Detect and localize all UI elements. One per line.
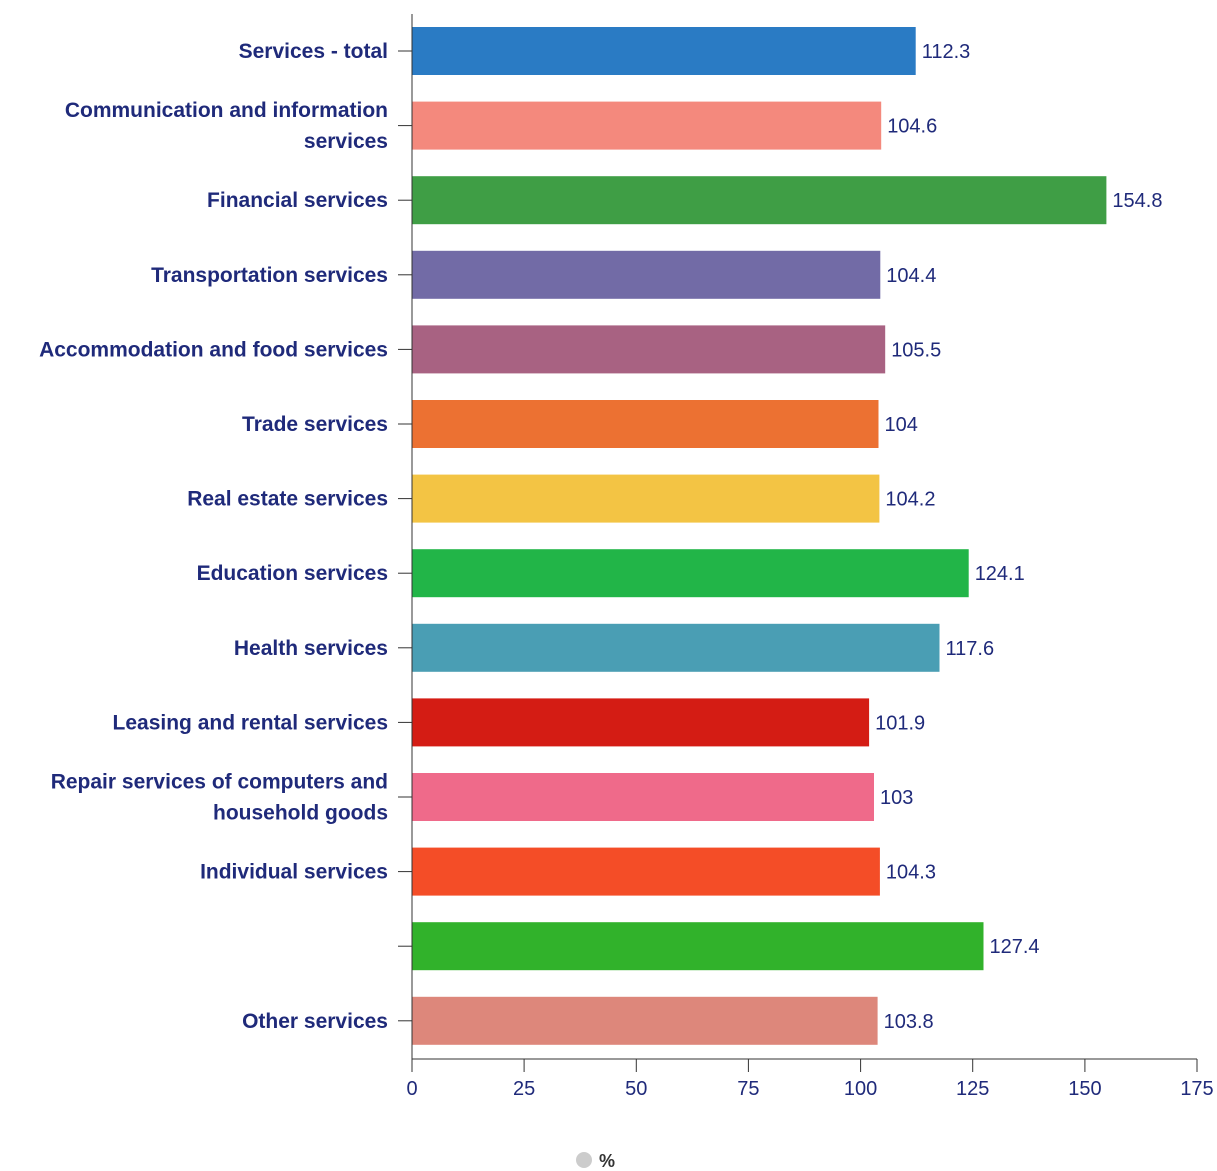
- value-label-1: 104.6: [887, 116, 937, 138]
- x-tick-label-6: 150: [1068, 1078, 1101, 1100]
- bars-group: 112.3 104.6 154.8 104.4 105.5 104 104.2 124.1 11…: [412, 27, 1162, 1045]
- category-label-line: Trade services: [242, 413, 388, 436]
- category-label-line: Repair services of computers and: [51, 771, 388, 794]
- bar-7[interactable]: [412, 549, 969, 598]
- category-label-line: Financial services: [207, 189, 388, 212]
- legend[interactable]: %: [576, 1151, 615, 1171]
- x-tick-label-7: 175: [1180, 1078, 1213, 1100]
- value-label-4: 105.5: [891, 339, 941, 361]
- category-label-line: Services - total: [239, 40, 388, 63]
- legend-marker: [576, 1152, 592, 1168]
- bar-13[interactable]: [412, 996, 878, 1045]
- bar-3[interactable]: [412, 250, 881, 299]
- category-label-line: Accommodation and food services: [39, 338, 388, 361]
- bar-4[interactable]: [412, 325, 886, 374]
- category-label-line: household goods: [213, 802, 388, 825]
- x-tick-label-3: 75: [737, 1078, 759, 1100]
- category-label-line: Real estate services: [187, 488, 388, 511]
- category-label-0: Services - total: [239, 40, 388, 63]
- category-label-line: services: [304, 130, 388, 153]
- category-label-3: Transportation services: [151, 264, 388, 287]
- category-label-line: Transportation services: [151, 264, 388, 287]
- value-label-5: 104: [885, 414, 918, 436]
- category-label-7: Education services: [197, 562, 388, 585]
- x-tick-label-4: 100: [844, 1078, 877, 1100]
- category-label-9: Leasing and rental services: [113, 711, 388, 734]
- value-label-9: 101.9: [875, 712, 925, 734]
- category-label-line: Leasing and rental services: [113, 711, 388, 734]
- category-label-1: Communication and information services: [65, 99, 388, 153]
- category-label-line: Other services: [242, 1010, 388, 1033]
- bar-11[interactable]: [412, 847, 880, 896]
- bar-12[interactable]: [412, 922, 984, 971]
- value-label-13: 103.8: [884, 1011, 934, 1033]
- value-label-12: 127.4: [990, 936, 1040, 958]
- x-tick-label-0: 0: [406, 1078, 417, 1100]
- value-label-7: 124.1: [975, 563, 1025, 585]
- category-label-13: Other services: [242, 1010, 388, 1033]
- bar-1[interactable]: [412, 101, 882, 150]
- legend-label-percent: %: [599, 1151, 615, 1171]
- value-label-0: 112.3: [922, 41, 971, 63]
- value-label-11: 104.3: [886, 862, 936, 884]
- value-label-10: 103: [880, 787, 913, 809]
- x-axis: 0 25 50 75 100 125 150 175: [406, 1058, 1214, 1100]
- value-label-2: 154.8: [1112, 190, 1162, 212]
- bar-0[interactable]: [412, 27, 916, 75]
- category-label-4: Accommodation and food services: [39, 338, 388, 361]
- category-label-6: Real estate services: [187, 488, 388, 511]
- category-label-8: Health services: [234, 637, 388, 660]
- bar-10[interactable]: [412, 773, 874, 821]
- value-label-3: 104.4: [886, 265, 936, 287]
- value-label-6: 104.2: [885, 489, 935, 511]
- y-axis: Services - total Communication and inform…: [39, 14, 413, 1059]
- category-label-line: Communication and information: [65, 99, 388, 122]
- bar-5[interactable]: [412, 400, 879, 448]
- value-label-8: 117.6: [946, 638, 995, 660]
- x-tick-label-1: 25: [513, 1078, 535, 1100]
- bar-6[interactable]: [412, 474, 880, 523]
- bar-8[interactable]: [412, 623, 940, 672]
- bar-2[interactable]: [412, 176, 1107, 225]
- category-label-line: Health services: [234, 637, 388, 660]
- category-label-2: Financial services: [207, 189, 388, 212]
- bar-9[interactable]: [412, 698, 870, 747]
- category-label-5: Trade services: [242, 413, 388, 436]
- category-label-line: Education services: [197, 562, 388, 585]
- category-label-11: Individual services: [200, 861, 388, 884]
- x-tick-label-5: 125: [956, 1078, 989, 1100]
- category-label-10: Repair services of computers and househol…: [51, 771, 388, 825]
- x-tick-label-2: 50: [625, 1078, 647, 1100]
- category-label-line: Individual services: [200, 861, 388, 884]
